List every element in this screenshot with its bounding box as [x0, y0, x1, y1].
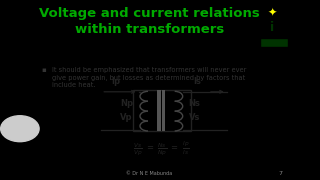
FancyBboxPatch shape: [260, 38, 288, 47]
Text: Voltage and current relations
within transformers: Voltage and current relations within tra…: [39, 7, 260, 36]
Text: Np: Np: [120, 99, 133, 108]
Bar: [133, 90, 191, 131]
Text: Vs: Vs: [188, 113, 200, 122]
Text: Ns: Ns: [188, 99, 200, 108]
Bar: [162, 90, 165, 131]
Text: i: i: [270, 21, 275, 34]
Text: ▪: ▪: [41, 68, 46, 73]
Text: Is: Is: [193, 77, 201, 86]
Text: $\frac{Vs}{Vp}\ =\ \frac{Ns}{Np}\ =\ \frac{Ip}{Is}$: $\frac{Vs}{Vp}\ =\ \frac{Ns}{Np}\ =\ \fr…: [133, 139, 190, 158]
Circle shape: [1, 116, 39, 142]
Bar: [157, 90, 161, 131]
Text: © Dr N E Mabunda: © Dr N E Mabunda: [126, 171, 172, 176]
Text: It should be emphasized that transformers will never ever
give power gain, but l: It should be emphasized that transformer…: [52, 67, 246, 88]
Text: Vp: Vp: [120, 113, 133, 122]
Text: Ip: Ip: [111, 77, 120, 86]
Text: 7: 7: [279, 171, 283, 176]
Text: ✦: ✦: [268, 8, 277, 18]
